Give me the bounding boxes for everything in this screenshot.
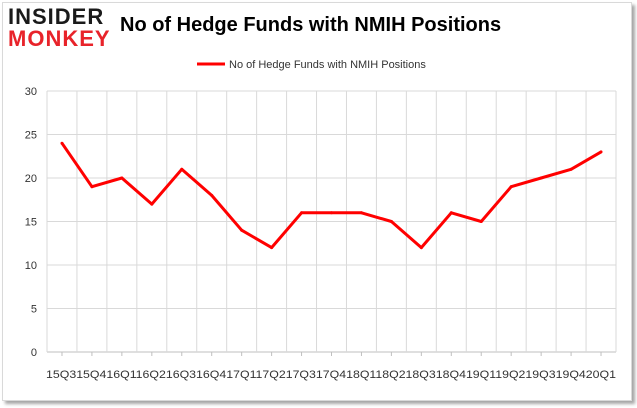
data-point-17Q3 bbox=[300, 211, 304, 215]
data-point-20Q1 bbox=[599, 150, 603, 154]
data-point-17Q4 bbox=[330, 211, 333, 215]
y-tick-label: 20 bbox=[25, 173, 37, 185]
y-axis: 0 5 10 15 20 25 30 bbox=[25, 86, 37, 359]
chart-title: No of Hedge Funds with NMIH Positions bbox=[120, 14, 502, 36]
data-point-16Q2 bbox=[150, 202, 154, 206]
y-tick-label: 0 bbox=[31, 347, 37, 359]
y-tick-label: 5 bbox=[31, 304, 37, 316]
data-point-19Q3 bbox=[539, 176, 543, 180]
data-point-19Q4 bbox=[569, 167, 573, 171]
data-point-17Q2 bbox=[270, 246, 274, 250]
series-layer bbox=[60, 141, 603, 250]
legend-label: No of Hedge Funds with NMIH Positions bbox=[229, 59, 426, 71]
legend: No of Hedge Funds with NMIH Positions bbox=[197, 59, 426, 71]
data-point-16Q4 bbox=[210, 193, 214, 197]
data-point-16Q1 bbox=[120, 176, 124, 180]
y-tick-label: 30 bbox=[25, 86, 37, 98]
data-point-15Q4 bbox=[90, 185, 94, 189]
y-tick-label: 15 bbox=[25, 217, 37, 229]
insider-monkey-logo: INSIDER MONKEY bbox=[8, 6, 120, 54]
data-point-18Q4 bbox=[449, 211, 453, 215]
x-axis: 15Q315Q416Q116Q216Q316Q417Q117Q217Q317Q4… bbox=[46, 352, 616, 381]
data-point-18Q1 bbox=[359, 211, 363, 215]
data-point-19Q1 bbox=[479, 220, 483, 223]
data-point-15Q3 bbox=[60, 141, 64, 145]
grid bbox=[46, 90, 617, 353]
y-tick-label: 25 bbox=[25, 130, 37, 142]
series-line-0 bbox=[60, 142, 602, 250]
data-point-19Q2 bbox=[509, 185, 513, 189]
data-point-18Q2 bbox=[389, 220, 393, 223]
y-tick-label: 10 bbox=[25, 260, 37, 272]
data-point-17Q1 bbox=[240, 228, 244, 232]
data-point-18Q3 bbox=[419, 246, 423, 250]
logo-line-2: MONKEY bbox=[8, 26, 111, 51]
data-point-16Q3 bbox=[180, 167, 184, 171]
x-tick-labels: 15Q315Q416Q116Q216Q316Q417Q117Q217Q317Q4… bbox=[46, 369, 616, 381]
logo-line-1: INSIDER bbox=[8, 4, 105, 29]
